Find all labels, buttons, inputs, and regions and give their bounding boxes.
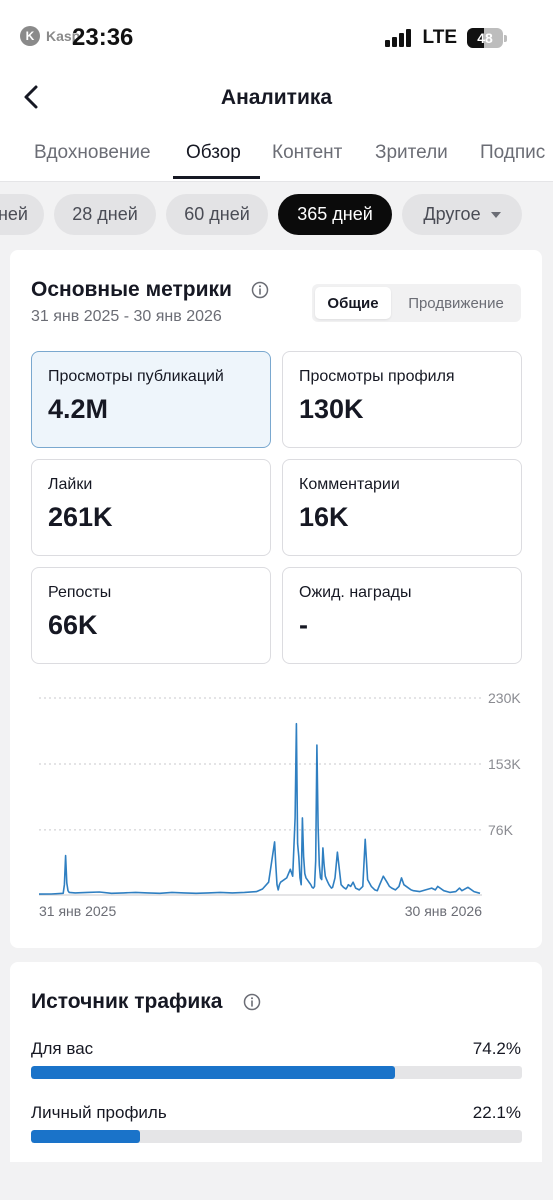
metric-label: Просмотры профиля [299,368,455,385]
metric-tile-post-views[interactable]: Просмотры публикаций 4.2M [31,351,271,448]
key-metrics-card: Основные метрики 31 янв 2025 - 30 янв 20… [10,250,542,948]
period-chip-365-days[interactable]: 365 дней [278,194,392,235]
metric-value: 66K [48,610,98,640]
carrier-name: Kasp [46,28,81,44]
period-chip-7-days[interactable]: ней [0,194,44,235]
network-type: LTE [422,27,457,48]
carrier-logo-icon: K [20,26,40,46]
page-title: Аналитика [220,86,333,109]
metric-label: Ожид. награды [299,584,412,601]
carrier-indicator: K Kasp [20,26,80,46]
chart-x-end-label: 30 янв 2026 [405,903,482,919]
traffic-source-title: Источник трафика [31,990,223,1013]
metric-value: - [299,610,308,640]
traffic-bar-for-you [31,1066,522,1079]
period-chip-label: 28 дней [72,204,138,224]
key-metrics-title: Основные метрики [31,278,232,301]
chart-x-start-label: 31 янв 2025 [39,903,116,919]
period-chip-60-days[interactable]: 60 дней [166,194,268,235]
tab-viewers[interactable]: Зрители [375,142,448,163]
metric-tile-profile-views[interactable]: Просмотры профиля 130K [282,351,522,448]
traffic-bar-personal-profile [31,1130,522,1143]
tab-bar: Вдохновение Обзор Контент Зрители Подпис [0,130,553,182]
tab-inspiration[interactable]: Вдохновение [34,142,151,163]
signal-strength-icon [384,29,413,47]
tab-content[interactable]: Контент [272,142,343,163]
chart-series-line [38,722,481,895]
info-icon[interactable] [251,281,269,299]
metric-tile-reposts[interactable]: Репосты 66K [31,567,271,664]
status-bar: K Kasp 23:36 LTE 48 [0,0,553,72]
post-views-chart[interactable]: 230K 153K 76K 31 янв 2025 30 янв 2026 [30,680,530,930]
segment-general[interactable]: Общие [315,287,391,319]
clock: 23:36 [72,24,134,51]
battery-icon: 48 [467,28,503,48]
period-chip-28-days[interactable]: 28 дней [54,194,156,235]
chart-y-tick-label: 230K [488,690,521,706]
metric-label: Репосты [48,584,112,601]
traffic-source-card: Источник трафика Для вас 74.2% Личный пр… [10,962,542,1162]
segment-promotion[interactable]: Продвижение [408,294,504,312]
traffic-bar-fill [31,1066,396,1079]
period-selector: ней 28 дней 60 дней 365 дней Другое [0,182,553,248]
metric-value: 261K [48,502,113,532]
metric-tile-likes[interactable]: Лайки 261K [31,459,271,556]
battery-percent: 48 [477,30,493,46]
status-icons: LTE 48 [384,27,507,49]
traffic-row-label: Для вас [31,1039,94,1058]
date-range: 31 янв 2025 - 30 янв 2026 [31,308,222,325]
chart-y-tick-label: 76K [488,822,514,838]
traffic-row-percent: 22.1% [472,1103,521,1122]
caret-down-icon [490,211,501,218]
tab-followers[interactable]: Подпис [480,142,546,163]
metric-label: Просмотры публикаций [48,368,224,385]
traffic-row-label: Личный профиль [31,1103,167,1122]
traffic-row-percent: 74.2% [472,1039,521,1058]
metric-label: Лайки [48,476,93,493]
active-tab-indicator [173,176,260,179]
period-chip-label: 60 дней [184,204,250,224]
metric-value: 16K [299,502,349,532]
metric-value: 4.2M [48,394,109,424]
tab-overview[interactable]: Обзор [186,142,241,163]
metrics-segment-control: Общие Продвижение [312,284,521,322]
period-chip-label: Другое [423,204,481,224]
metric-value: 130K [299,394,364,424]
period-chip-custom[interactable]: Другое [402,194,522,235]
back-button[interactable] [16,82,46,112]
metric-label: Комментарии [299,476,400,493]
info-icon[interactable] [243,993,261,1011]
metric-tile-comments[interactable]: Комментарии 16K [282,459,522,556]
chevron-left-icon [24,85,38,109]
traffic-bar-fill [31,1130,140,1143]
metric-tile-expected-rewards[interactable]: Ожид. награды - [282,567,522,664]
period-chip-label: ней [0,204,28,224]
period-chip-label: 365 дней [297,204,373,224]
chart-y-tick-label: 153K [488,756,521,772]
top-bar: Аналитика Вдохновение Обзор Контент Зрит… [0,72,553,182]
